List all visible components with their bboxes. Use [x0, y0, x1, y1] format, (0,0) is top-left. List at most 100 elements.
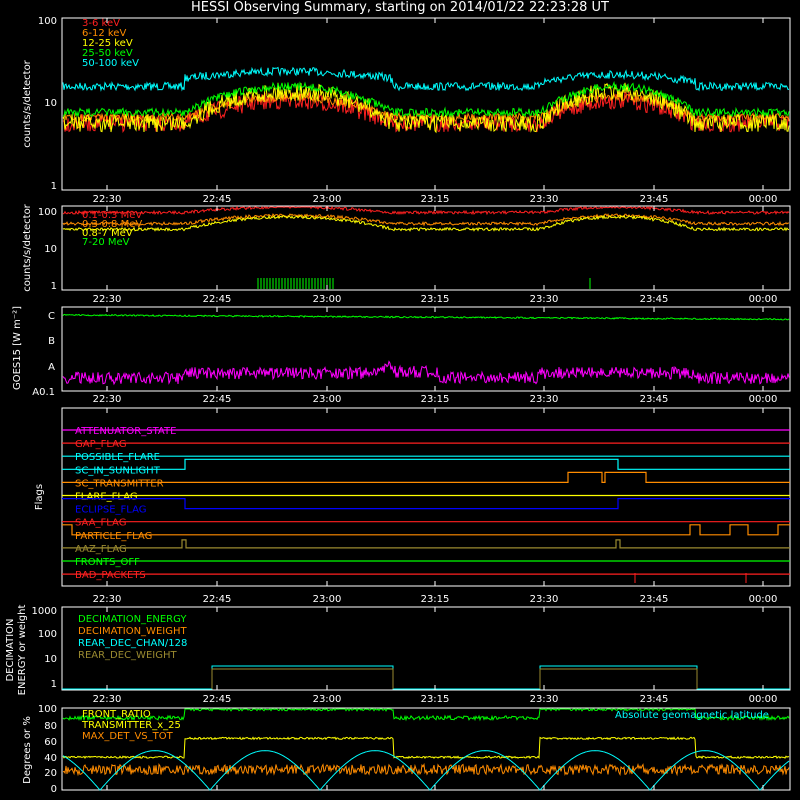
flag-label: SC_IN_SUNLIGHT: [75, 465, 161, 476]
p4-time-label: 22:45: [203, 594, 232, 605]
p6-ytick-label: 80: [44, 721, 57, 732]
p1-time-label: 00:00: [749, 194, 778, 205]
p5-ytick-label: 10: [44, 654, 57, 665]
p3-time-label: 23:45: [640, 394, 669, 405]
p3-goes-short: [62, 360, 790, 386]
flag-label: AAZ_FLAG: [75, 544, 127, 555]
panel-4-frame: [61, 407, 791, 587]
panel-3-frame: [61, 306, 791, 392]
p1-series-3: [62, 80, 790, 118]
p1-ytick-label: 100: [38, 16, 57, 27]
p6-ytick-label: 40: [44, 753, 57, 764]
flag-label: FLARE_FLAG: [75, 492, 138, 503]
flag-label: BAD_PACKETS: [75, 570, 146, 581]
p5-ytick-label: 100: [38, 629, 57, 640]
flag-line: [62, 458, 790, 470]
p2-ylabel: counts/s/detector: [22, 203, 33, 291]
p2-time-label: 00:00: [749, 294, 778, 305]
p1-legend-label: 25-50 keV: [82, 48, 133, 59]
p6-max-det: [62, 762, 790, 777]
p2-time-label: 22:45: [203, 294, 232, 305]
p2-legend-label: 0.1-0.3 MeV: [82, 210, 142, 221]
p1-ytick-label: 10: [44, 98, 57, 109]
p3-time-label: 22:30: [93, 394, 122, 405]
panel-1-frame: [61, 17, 791, 191]
p5-time-label: 22:45: [203, 694, 232, 705]
p3-time-label: 22:45: [203, 394, 232, 405]
flag-label: GAP_FLAG: [75, 439, 127, 450]
p5-time-label: 23:30: [530, 694, 559, 705]
panel-2-frame: [61, 205, 791, 291]
p5-ytick-label: 1: [51, 679, 57, 690]
p6-ylabel: Degrees or %: [22, 716, 33, 784]
p1-series-4: [62, 66, 790, 92]
p3-goes-long: [62, 313, 790, 321]
p2-legend-label: 7-20 MeV: [82, 237, 130, 248]
p6-front-ratio: [62, 708, 790, 722]
p3-time-label: 00:00: [749, 394, 778, 405]
p4-time-label: 00:00: [749, 594, 778, 605]
page-title: HESSI Observing Summary, starting on 201…: [191, 0, 609, 15]
p2-legend-label: 0.8-7 MeV: [82, 228, 133, 239]
p2-time-label: 23:00: [313, 294, 342, 305]
p6-transmitter: [62, 736, 790, 760]
p6-legend-label: FRONT_RATIO: [82, 709, 151, 720]
p2-legend-label: 0.3-0.8 MeV: [82, 219, 142, 230]
p4-time-label: 23:30: [530, 594, 559, 605]
flag-label: FRONTS_OFF: [75, 557, 140, 568]
p1-ytick-label: 1: [51, 181, 57, 192]
p5-legend-label: REAR_DEC_CHAN/128: [78, 638, 187, 649]
p5-ylabel-2: ENERGY or weight: [17, 605, 28, 696]
flag-line: [62, 498, 790, 510]
p5-legend-label: REAR_DEC_WEIGHT: [78, 650, 177, 661]
p2-time-label: 23:45: [640, 294, 669, 305]
p2-ytick-label: 100: [38, 207, 57, 218]
p6-legend-label: Absolute geomagnetic latitude: [615, 710, 769, 721]
p3-time-label: 23:00: [313, 394, 342, 405]
p3-ytick-label: B: [48, 336, 55, 347]
p2-series-2: [62, 214, 790, 232]
panel-5-frame: [61, 606, 791, 691]
p1-time-label: 23:00: [313, 194, 342, 205]
p2-series-1: [62, 213, 790, 227]
p6-ytick-label: 60: [44, 737, 57, 748]
flag-label: ECLIPSE_FLAG: [75, 505, 146, 516]
p3-time-label: 23:30: [530, 394, 559, 405]
flag-line: [62, 539, 790, 549]
flag-label: PARTICLE_FLAG: [75, 531, 152, 542]
p6-legend-label: TRANSMITTER_x_25: [81, 720, 181, 731]
p1-ylabel: counts/s/detector: [22, 59, 33, 147]
p1-legend-label: 12-25 keV: [82, 38, 133, 49]
p5-time-label: 22:30: [93, 694, 122, 705]
flag-label: SAA_FLAG: [75, 518, 126, 529]
panel-6-frame: [61, 707, 791, 791]
p5-time-label: 23:45: [640, 694, 669, 705]
p5-legend-label: DECIMATION_ENERGY: [78, 614, 187, 625]
flag-line: [62, 471, 790, 483]
flag-label: POSSIBLE_FLARE: [75, 452, 160, 463]
p5-rear-dec-weight: [211, 668, 698, 689]
p6-ytick-label: 0: [51, 784, 57, 795]
p1-time-label: 23:15: [421, 194, 450, 205]
p1-series-2: [62, 82, 790, 134]
p4-ylabel: Flags: [34, 484, 45, 510]
p2-ytick-label: 10: [44, 244, 57, 255]
p5-time-label: 23:15: [421, 694, 450, 705]
p2-time-label: 23:15: [421, 294, 450, 305]
p3-ylabel: GOES15 [W m⁻²]: [12, 306, 23, 390]
p5-ytick-label: 1000: [32, 606, 57, 617]
p1-time-label: 23:30: [530, 194, 559, 205]
p5-legend-label: DECIMATION_WEIGHT: [78, 626, 187, 637]
p1-legend-label: 3-6 keV: [82, 18, 120, 29]
p5-time-label: 23:00: [313, 694, 342, 705]
p4-time-label: 22:30: [93, 594, 122, 605]
p3-ytick-label: A0.1: [32, 387, 55, 398]
p5-ylabel-1: DECIMATION: [5, 618, 16, 681]
p1-time-label: 22:30: [93, 194, 122, 205]
p6-ytick-label: 20: [44, 768, 57, 779]
p4-time-label: 23:00: [313, 594, 342, 605]
p3-ytick-label: C: [48, 311, 55, 322]
p2-ytick-label: 1: [51, 281, 57, 292]
